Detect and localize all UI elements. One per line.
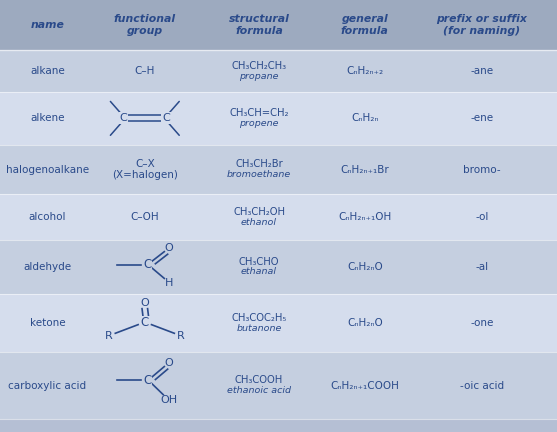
Bar	[0, 240, 557, 294]
Bar	[0, 352, 557, 419]
Text: CH₃CHO: CH₃CHO	[239, 257, 279, 267]
Text: C: C	[141, 316, 149, 330]
Bar	[0, 0, 557, 50]
Bar	[0, 294, 557, 352]
Text: functional
group: functional group	[114, 14, 176, 36]
Bar	[0, 145, 557, 194]
Text: ethanoic acid: ethanoic acid	[227, 386, 291, 395]
Text: ethanal: ethanal	[241, 267, 277, 276]
Text: O: O	[164, 243, 173, 253]
Text: name: name	[31, 20, 64, 30]
Text: R: R	[177, 331, 185, 341]
Text: C–OH: C–OH	[130, 212, 159, 222]
Text: CₙH₂ₙO: CₙH₂ₙO	[347, 318, 383, 328]
Bar	[0, 194, 557, 240]
Text: O: O	[140, 299, 149, 308]
Text: CₙH₂ₙ₊₁OH: CₙH₂ₙ₊₁OH	[338, 212, 392, 222]
Text: CH₃CH₂OH: CH₃CH₂OH	[233, 207, 285, 217]
Text: R: R	[105, 331, 113, 341]
Text: alcohol: alcohol	[28, 212, 66, 222]
Text: O: O	[164, 358, 173, 368]
Text: H: H	[164, 278, 173, 288]
Text: CₙH₂ₙ₊₁Br: CₙH₂ₙ₊₁Br	[340, 165, 389, 175]
Text: C–H: C–H	[135, 66, 155, 76]
Text: CH₃CH=CH₂: CH₃CH=CH₂	[229, 108, 289, 118]
Text: alkane: alkane	[30, 66, 65, 76]
Text: -ene: -ene	[470, 113, 494, 124]
Text: prefix or suffix
(for naming): prefix or suffix (for naming)	[436, 14, 527, 36]
Text: propane: propane	[240, 72, 278, 80]
Bar	[0, 50, 557, 92]
Text: C: C	[144, 374, 152, 387]
Text: C: C	[162, 113, 170, 124]
Text: CH₃CH₂CH₃: CH₃CH₂CH₃	[232, 60, 286, 71]
Bar	[0, 92, 557, 145]
Text: OH: OH	[160, 395, 177, 405]
Text: propene: propene	[240, 119, 278, 128]
Text: C: C	[144, 258, 152, 271]
Text: C–X
(X=halogen): C–X (X=halogen)	[112, 159, 178, 181]
Text: CₙH₂ₙ₊₁COOH: CₙH₂ₙ₊₁COOH	[330, 381, 399, 391]
Text: bromoethane: bromoethane	[227, 170, 291, 179]
Text: carboxylic acid: carboxylic acid	[8, 381, 86, 391]
Text: -ol: -ol	[475, 212, 488, 222]
Text: CH₃COC₂H₅: CH₃COC₂H₅	[231, 313, 287, 323]
Text: CₙH₂ₙ₊₂: CₙH₂ₙ₊₂	[346, 66, 383, 76]
Text: aldehyde: aldehyde	[23, 262, 71, 272]
Text: CₙH₂ₙO: CₙH₂ₙO	[347, 262, 383, 272]
Text: general
formula: general formula	[341, 14, 389, 36]
Text: -oic acid: -oic acid	[460, 381, 504, 391]
Text: -one: -one	[470, 318, 494, 328]
Text: C: C	[120, 113, 128, 124]
Text: ethanol: ethanol	[241, 218, 277, 227]
Text: halogenoalkane: halogenoalkane	[6, 165, 89, 175]
Text: butanone: butanone	[236, 324, 282, 333]
Text: CₙH₂ₙ: CₙH₂ₙ	[351, 113, 379, 124]
Text: CH₃COOH: CH₃COOH	[235, 375, 283, 385]
Text: -ane: -ane	[470, 66, 494, 76]
Text: structural
formula: structural formula	[228, 14, 290, 36]
Text: ketone: ketone	[30, 318, 65, 328]
Text: bromo-: bromo-	[463, 165, 501, 175]
Text: CH₃CH₂Br: CH₃CH₂Br	[235, 159, 283, 169]
Text: -al: -al	[475, 262, 488, 272]
Text: alkene: alkene	[30, 113, 65, 124]
